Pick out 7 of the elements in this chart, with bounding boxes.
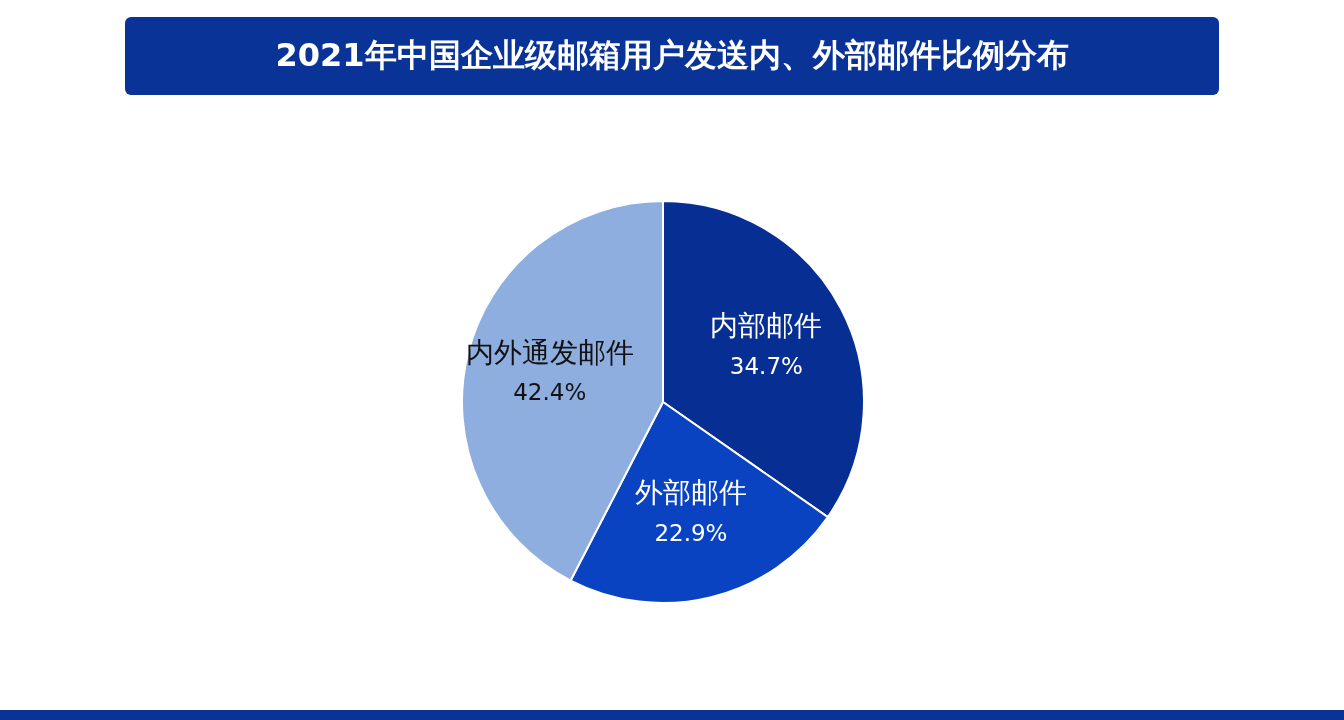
slice-label: 内部邮件 [710,309,823,343]
data-label: 22.9% [654,520,728,547]
data-label: 42.4% [513,379,587,406]
slice-label: 内外通发邮件 [465,335,634,369]
slice-label: 外部邮件 [634,476,747,510]
data-label: 34.7% [729,353,803,380]
chart-title: 2021年中国企业级邮箱用户发送内、外部邮件比例分布 [125,17,1219,95]
